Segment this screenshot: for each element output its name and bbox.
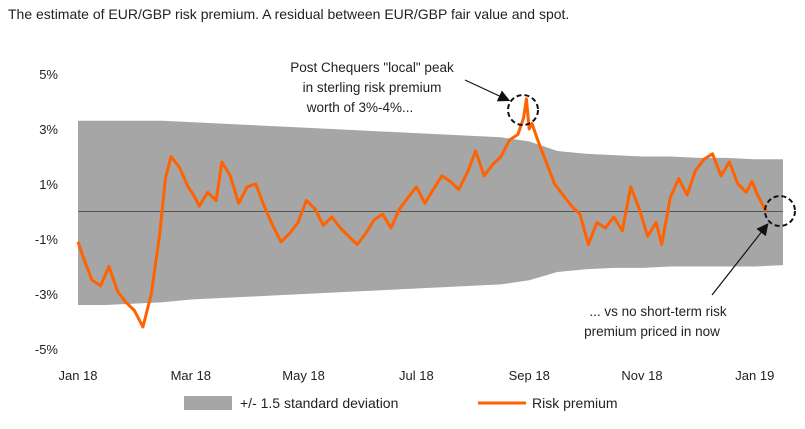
x-tick-label: Jan 18 xyxy=(58,368,97,383)
x-tick-label: Mar 18 xyxy=(171,368,211,383)
legend: +/- 1.5 standard deviation Risk premium xyxy=(184,395,618,411)
y-tick-label: -3% xyxy=(35,287,59,302)
y-tick-label: 3% xyxy=(39,122,58,137)
y-tick-label: 5% xyxy=(39,67,58,82)
y-tick-label: -5% xyxy=(35,342,59,357)
legend-band-swatch xyxy=(184,396,232,410)
x-tick-label: Nov 18 xyxy=(621,368,662,383)
annotation-now-circle xyxy=(764,195,796,227)
annotation-peak-line-3: worth of 3%-4%... xyxy=(306,100,414,115)
legend-line-label: Risk premium xyxy=(532,395,618,411)
x-tick-label: May 18 xyxy=(282,368,325,383)
chart-title: The estimate of EUR/GBP risk premium. A … xyxy=(8,6,570,22)
risk-premium-line xyxy=(76,97,768,329)
x-tick-label: Jan 19 xyxy=(735,368,774,383)
y-tick-label: -1% xyxy=(35,232,59,247)
annotation-peak-line-1: Post Chequers "local" peak xyxy=(290,60,454,75)
annotation-peak-line-2: in sterling risk premium xyxy=(303,80,442,95)
annotation-peak-arrow xyxy=(464,79,511,102)
x-tick-label: Jul 18 xyxy=(399,368,434,383)
annotation-now-line-2: premium priced in now xyxy=(584,324,720,339)
std-dev-band xyxy=(78,120,783,305)
legend-band-label: +/- 1.5 standard deviation xyxy=(240,395,398,411)
annotation-now-line-1: ... vs no short-term risk xyxy=(589,304,727,319)
annotation-peak: Post Chequers "local" peak in sterling r… xyxy=(290,60,539,126)
annotation-now-arrow xyxy=(711,223,769,296)
annotation-now: ... vs no short-term risk premium priced… xyxy=(584,195,796,339)
y-tick-label: 1% xyxy=(39,177,58,192)
annotation-peak-circle xyxy=(507,94,539,126)
x-tick-label: Sep 18 xyxy=(509,368,550,383)
